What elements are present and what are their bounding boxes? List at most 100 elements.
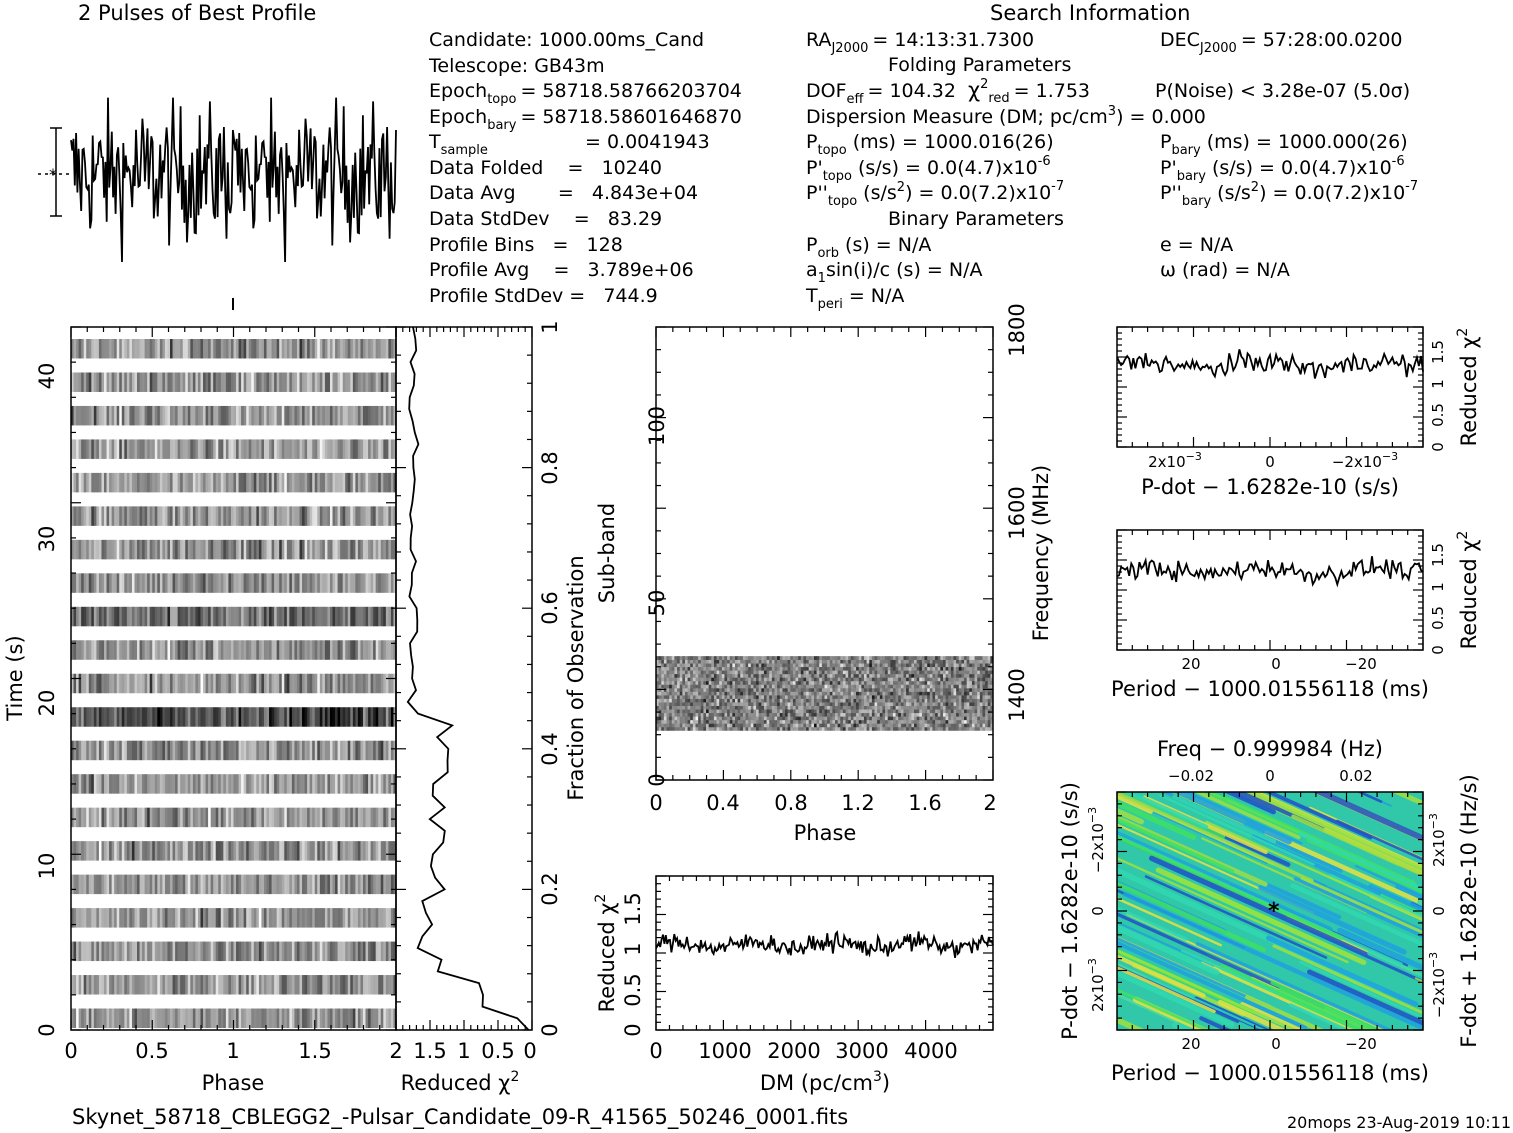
- time-phase-cell: [208, 372, 212, 392]
- subband-cell: [771, 680, 775, 685]
- subband-cell: [866, 709, 870, 714]
- time-phase-cell: [289, 640, 293, 660]
- subband-cell: [914, 673, 918, 678]
- time-phase-cell: [375, 807, 379, 828]
- time-phase-cell: [309, 405, 313, 426]
- time-phase-cell: [378, 472, 382, 493]
- time-phase-cell: [309, 640, 313, 660]
- subband-cell: [874, 698, 878, 703]
- time-phase-cell: [230, 372, 234, 392]
- subband-cell: [964, 719, 968, 724]
- time-phase-cell: [248, 807, 252, 828]
- subband-cell: [853, 695, 857, 699]
- time-phase-cell: [390, 539, 394, 560]
- time-phase-cell: [172, 740, 176, 761]
- subband-cell: [863, 691, 868, 696]
- time-phase-cell: [388, 807, 392, 828]
- subband-cell: [916, 698, 920, 703]
- subband-cell: [687, 712, 691, 717]
- subband-cell: [887, 723, 891, 728]
- time-phase-cell: [368, 472, 372, 493]
- subband-cell: [690, 698, 694, 703]
- time-phase-cell: [101, 874, 105, 895]
- time-phase-cell: [88, 874, 92, 895]
- time-phase-cell: [228, 908, 232, 928]
- time-phase-cell: [106, 807, 110, 828]
- time-phase-cell: [304, 908, 308, 928]
- time-phase-cell: [233, 339, 237, 359]
- time-phase-cell: [319, 975, 323, 995]
- subband-cell: [895, 712, 899, 717]
- time-phase-cell: [266, 439, 270, 459]
- subband-cell: [677, 726, 681, 731]
- subband-cell: [763, 680, 767, 685]
- time-phase-cell: [182, 774, 186, 794]
- subband-cell: [671, 716, 675, 721]
- subband-cell: [803, 677, 807, 682]
- time-phase-cell: [182, 874, 186, 895]
- subband-cell: [935, 691, 939, 696]
- subband-cell: [821, 709, 825, 714]
- subband-cell: [956, 698, 960, 703]
- time-phase-cell: [332, 673, 336, 694]
- time-phase-cell: [71, 339, 74, 359]
- subband-cell: [961, 719, 965, 724]
- time-phase-cell: [152, 606, 156, 627]
- time-phase-cell: [187, 975, 191, 995]
- time-phase-cell: [101, 1008, 105, 1028]
- time-phase-cell: [213, 707, 217, 727]
- subband-cell: [958, 684, 962, 689]
- subband-cell: [750, 677, 754, 682]
- subband-cell: [792, 695, 796, 699]
- time-phase-cell: [271, 573, 275, 593]
- time-phase-cell: [373, 339, 377, 359]
- subband-cell: [977, 719, 981, 724]
- time-phase-cell: [106, 1008, 110, 1028]
- time-phase-cell: [302, 405, 305, 426]
- subband-cell: [942, 680, 947, 685]
- subband-cell: [898, 687, 902, 692]
- time-phase-cell: [256, 472, 260, 493]
- subband-cell: [698, 709, 702, 714]
- time-phase-cell: [175, 640, 179, 660]
- subband-cell: [819, 723, 823, 728]
- subband-cell: [690, 726, 694, 731]
- subband-cell: [974, 709, 978, 714]
- subband-cell: [692, 726, 696, 731]
- time-phase-cell: [192, 606, 196, 627]
- subband-cell: [987, 723, 991, 728]
- time-phase-cell: [114, 1008, 118, 1028]
- time-phase-cell: [121, 673, 125, 694]
- subband-cell: [706, 695, 710, 699]
- time-phase-cell: [195, 439, 199, 459]
- time-phase-cell: [370, 975, 374, 995]
- time-phase-cell: [365, 975, 369, 995]
- subband-cell: [882, 716, 886, 721]
- subband-cell: [900, 726, 904, 731]
- subband-cell: [813, 684, 817, 689]
- time-phase-cell: [157, 975, 161, 995]
- time-phase-cell: [230, 975, 234, 995]
- time-phase-cell: [378, 807, 382, 828]
- subband-cell: [687, 684, 691, 689]
- time-phase-cell: [390, 606, 394, 627]
- time-phase-cell: [281, 640, 285, 660]
- time-phase-cell: [190, 807, 194, 828]
- time-phase-cell: [253, 841, 257, 861]
- subband-cell: [948, 673, 952, 678]
- subband-cell: [958, 691, 962, 696]
- time-phase-cell: [337, 372, 341, 392]
- time-phase-cell: [210, 606, 214, 627]
- time-phase-cell: [147, 975, 151, 995]
- subband-cell: [750, 673, 754, 678]
- time-phase-cell: [360, 774, 364, 794]
- subband-cell: [727, 709, 731, 714]
- subband-cell: [716, 684, 720, 689]
- subband-cell: [924, 680, 928, 685]
- time-phase-cell: [200, 740, 204, 761]
- pddot-topo: P''topo (s/s2) = 0.0(7.2)x10-7: [806, 179, 1064, 209]
- subband-cell: [719, 719, 723, 724]
- time-phase-cell: [281, 339, 285, 359]
- time-phase-cell: [286, 1008, 290, 1028]
- subband-cell: [692, 723, 696, 728]
